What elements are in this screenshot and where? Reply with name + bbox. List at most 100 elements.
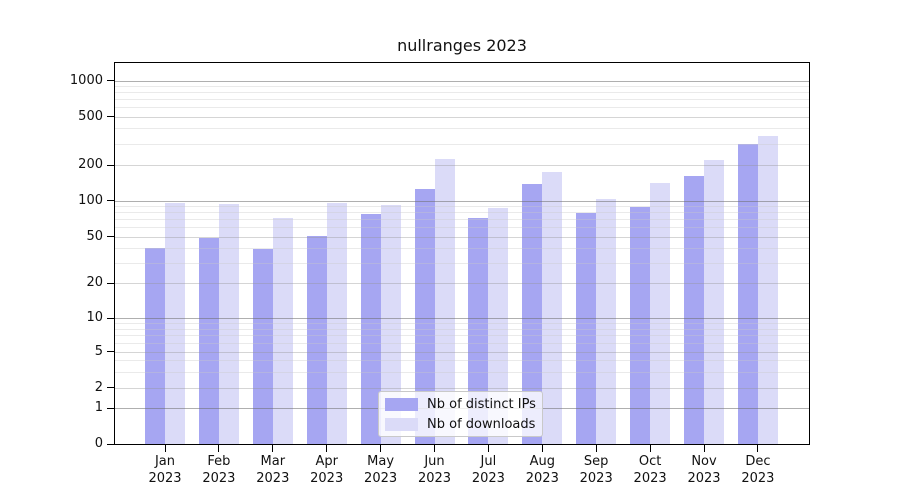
bar-ips-nov <box>684 176 704 444</box>
bar-downloads-dec <box>757 135 778 444</box>
x-tick-label-mar: Mar 2023 <box>243 453 303 487</box>
minor-gridline-30 <box>115 262 809 264</box>
y-tick-label-500: 500 <box>78 108 103 124</box>
y-tick-label-20: 20 <box>86 275 103 291</box>
bar-ips-sep <box>576 213 597 444</box>
gridline-500 <box>115 116 809 118</box>
x-tick-mark-apr <box>326 445 328 452</box>
legend-label-downloads: Nb of downloads <box>427 416 536 432</box>
minor-gridline-4 <box>115 360 809 362</box>
x-tick-mark-may <box>380 445 382 452</box>
y-tick-mark-5 <box>107 351 114 353</box>
gridline-5 <box>115 351 809 353</box>
x-tick-label-dec: Dec 2023 <box>728 453 788 487</box>
y-tick-label-10: 10 <box>86 310 103 325</box>
year-label: 2023 <box>741 471 775 486</box>
bar-ips-feb <box>198 237 219 444</box>
bar-downloads-sep <box>596 198 617 444</box>
gridline-200 <box>115 165 809 166</box>
bar-ips-may <box>360 214 381 444</box>
x-tick-mark-dec <box>757 445 759 452</box>
year-label: 2023 <box>579 471 613 486</box>
legend: Nb of distinct IPs Nb of downloads <box>378 391 543 437</box>
bar-downloads-jul <box>488 208 509 444</box>
year-label: 2023 <box>148 471 182 486</box>
chart-title: nullranges 2023 <box>397 36 527 55</box>
x-tick-label-sep: Sep 2023 <box>566 453 626 487</box>
legend-item-distinct-ips: Nb of distinct IPs <box>385 396 536 412</box>
plot-area <box>114 62 810 445</box>
year-label: 2023 <box>364 471 398 486</box>
gridline-100 <box>115 200 809 202</box>
legend-item-downloads: Nb of downloads <box>385 416 536 432</box>
bar-ips-jul <box>468 217 489 444</box>
minor-gridline-700 <box>115 99 809 101</box>
x-tick-label-feb: Feb 2023 <box>189 453 249 487</box>
month-label: Aug <box>529 454 555 469</box>
month-label: Jan <box>154 454 176 469</box>
year-label: 2023 <box>256 471 290 486</box>
year-label: 2023 <box>687 471 721 486</box>
minor-gridline-80 <box>115 212 809 214</box>
legend-label-distinct-ips: Nb of distinct IPs <box>427 396 536 412</box>
x-tick-label-aug: Aug 2023 <box>512 453 572 487</box>
year-label: 2023 <box>471 471 505 486</box>
bar-ips-jan <box>145 248 165 444</box>
minor-gridline-8 <box>115 328 809 330</box>
minor-gridline-40 <box>115 248 809 250</box>
month-label: May <box>367 454 395 469</box>
bar-downloads-jan <box>165 203 185 444</box>
y-tick-label-5: 5 <box>94 343 103 359</box>
year-label: 2023 <box>202 471 236 486</box>
x-tick-mark-sep <box>595 445 597 452</box>
x-tick-label-apr: Apr 2023 <box>297 453 357 487</box>
x-tick-mark-feb <box>218 445 220 452</box>
year-label: 2023 <box>525 471 559 486</box>
month-label: Jun <box>424 454 445 469</box>
gridline-1000 <box>115 80 809 82</box>
y-tick-mark-100 <box>107 200 114 201</box>
minor-gridline-60 <box>115 227 809 229</box>
bar-ips-apr <box>306 235 327 444</box>
bar-downloads-nov <box>704 159 724 444</box>
y-tick-mark-20 <box>107 282 114 284</box>
y-tick-mark-1 <box>107 407 114 409</box>
y-tick-mark-50 <box>107 236 114 238</box>
x-tick-label-may: May 2023 <box>351 453 411 487</box>
x-tick-label-nov: Nov 2023 <box>674 453 734 487</box>
x-tick-mark-aug <box>541 445 543 452</box>
bar-downloads-feb <box>218 203 239 444</box>
gridline-10 <box>115 318 809 319</box>
month-label: Apr <box>315 454 338 469</box>
y-tick-label-2: 2 <box>94 379 103 395</box>
minor-gridline-9 <box>115 323 809 325</box>
minor-gridline-600 <box>115 107 809 109</box>
x-tick-mark-jul <box>487 445 489 452</box>
minor-gridline-3 <box>115 371 809 373</box>
x-tick-label-oct: Oct 2023 <box>620 453 680 487</box>
legend-swatch-distinct-ips <box>385 397 418 411</box>
x-tick-mark-jan <box>164 445 166 452</box>
year-label: 2023 <box>417 471 452 486</box>
bar-downloads-mar <box>272 218 293 444</box>
y-tick-label-100: 100 <box>78 192 103 208</box>
gridline-2 <box>115 387 809 389</box>
bar-downloads-jun <box>434 158 455 444</box>
minor-gridline-300 <box>115 143 809 145</box>
x-tick-mark-jun <box>434 445 435 452</box>
minor-gridline-6 <box>115 342 809 344</box>
bar-ips-dec <box>737 143 758 444</box>
bar-downloads-may <box>380 204 401 444</box>
month-label: Oct <box>638 454 662 469</box>
bar-ips-mar <box>252 249 273 444</box>
gridline-50 <box>115 236 809 238</box>
y-tick-label-200: 200 <box>78 157 103 172</box>
minor-gridline-900 <box>115 86 809 88</box>
y-tick-mark-1000 <box>107 80 114 82</box>
month-label: Dec <box>745 454 771 469</box>
month-label: Nov <box>691 454 717 469</box>
bar-downloads-oct <box>650 183 671 444</box>
y-tick-mark-10 <box>107 317 114 319</box>
y-tick-label-1000: 1000 <box>69 72 103 88</box>
x-tick-label-jan: Jan 2023 <box>135 453 195 487</box>
